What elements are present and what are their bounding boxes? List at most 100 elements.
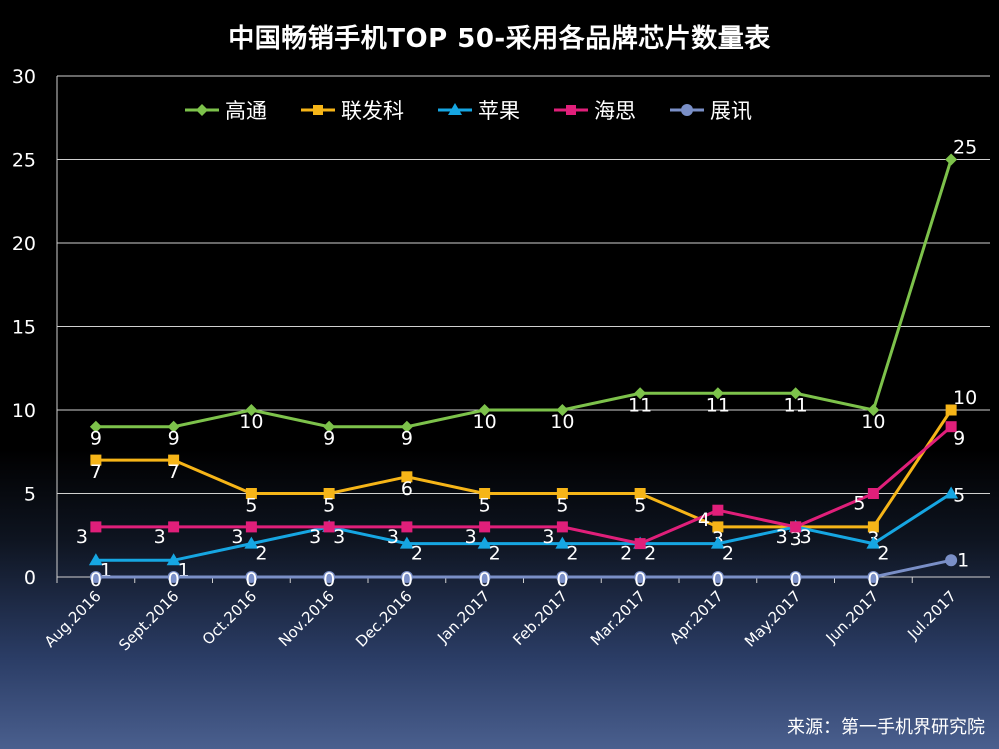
data-point: [556, 488, 568, 499]
data-label: 4: [698, 509, 710, 531]
data-label: 2: [877, 543, 889, 565]
data-label: 0: [401, 569, 413, 591]
data-label: 0: [168, 569, 180, 591]
data-label: 3: [309, 526, 321, 548]
x-tick-label: Sept.2016: [115, 587, 182, 654]
data-point: [556, 404, 569, 416]
data-label: 9: [90, 428, 102, 450]
source-note: 来源：第一手机界研究院: [787, 717, 985, 738]
data-label: 9: [401, 428, 413, 450]
data-point: [945, 153, 958, 166]
data-point: [789, 571, 802, 583]
y-tick-label: 0: [24, 567, 36, 589]
data-label: 9: [953, 428, 965, 450]
data-point: [323, 571, 336, 583]
data-point: [945, 404, 957, 416]
data-label: 10: [861, 411, 885, 433]
data-point: [867, 488, 879, 499]
data-point: [245, 488, 257, 499]
data-point: [867, 571, 880, 583]
legend-item: 海思: [554, 95, 636, 125]
data-label: 1: [957, 549, 969, 571]
data-label: 0: [245, 569, 257, 591]
data-label: 3: [387, 526, 399, 548]
data-label: 0: [323, 569, 335, 591]
data-label: 9: [323, 428, 335, 450]
data-label: 11: [628, 394, 652, 416]
data-label: 3: [542, 526, 554, 548]
x-tick-label: Dec.2016: [352, 587, 416, 651]
legend-item: 展讯: [670, 95, 752, 125]
data-label: 2: [644, 543, 656, 565]
data-point: [478, 404, 491, 416]
legend-label: 苹果: [478, 99, 520, 123]
x-tick-label: Apr.2017: [666, 587, 726, 647]
y-tick-label: 20: [12, 233, 36, 255]
data-point: [945, 554, 958, 567]
data-label: 5: [853, 493, 865, 515]
data-label: 6: [401, 478, 413, 500]
data-label: 9: [168, 428, 180, 450]
data-label: 2: [255, 543, 267, 565]
legend-label: 高通: [225, 99, 267, 123]
data-label: 5: [323, 495, 335, 517]
data-point: [90, 521, 102, 533]
data-point: [556, 521, 568, 533]
x-tick-label: Feb.2017: [509, 587, 571, 649]
data-label: 10: [953, 387, 977, 409]
data-label: 5: [953, 485, 965, 507]
x-tick-label: Oct.2016: [199, 587, 260, 648]
data-label: 11: [706, 394, 730, 416]
legend-label: 展讯: [710, 99, 752, 123]
legend-swatch-icon: [670, 104, 704, 116]
legend-swatch-icon: [301, 105, 335, 115]
y-tick-label: 30: [12, 66, 36, 88]
data-label: 10: [550, 411, 574, 433]
data-label: 11: [784, 394, 808, 416]
data-label: 2: [411, 543, 423, 565]
data-point: [477, 536, 492, 549]
data-point: [789, 387, 802, 400]
y-tick-label: 5: [24, 484, 36, 506]
data-point: [167, 420, 180, 433]
x-tick-label: Mar.2017: [587, 587, 649, 649]
data-point: [90, 454, 102, 466]
data-label: 3: [154, 526, 166, 548]
data-label: 0: [790, 569, 802, 591]
data-point: [556, 571, 569, 583]
data-label: 3: [790, 528, 802, 550]
legend-swatch-icon: [554, 105, 588, 115]
data-point: [712, 504, 724, 516]
legend-label: 海思: [594, 99, 636, 123]
data-point: [400, 571, 413, 583]
data-label: 3: [776, 526, 788, 548]
data-label: 0: [634, 569, 646, 591]
x-tick-label: Aug.2016: [41, 587, 105, 651]
data-point: [400, 420, 413, 433]
data-point: [711, 387, 724, 400]
series-line: [95, 159, 953, 429]
legend-swatch-icon: [438, 103, 472, 115]
data-point: [634, 488, 646, 499]
y-tick-label: 25: [12, 150, 36, 172]
data-point: [323, 488, 335, 499]
data-label: 3: [231, 526, 243, 548]
data-label: 2: [722, 543, 734, 565]
data-point: [478, 571, 491, 583]
data-label: 2: [489, 543, 501, 565]
x-tick-label: Jul.2017: [903, 587, 960, 644]
data-point: [245, 571, 258, 583]
data-point: [245, 404, 258, 416]
y-tick-label: 15: [12, 317, 36, 339]
data-label: 3: [800, 526, 812, 548]
data-label: 2: [566, 543, 578, 565]
data-point: [168, 454, 180, 466]
data-point: [867, 521, 879, 533]
data-point: [399, 536, 414, 549]
data-label: 0: [90, 569, 102, 591]
data-label: 25: [953, 137, 977, 159]
data-point: [634, 387, 647, 400]
data-point: [168, 521, 180, 533]
